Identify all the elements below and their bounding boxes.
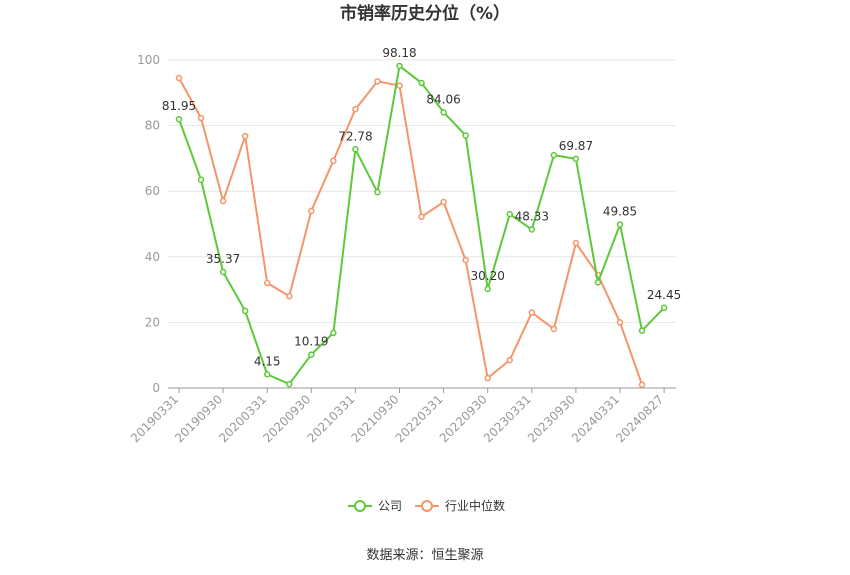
data-point[interactable] [418,213,425,221]
data-point[interactable] [616,221,624,228]
data-label: 35.37 [206,252,240,266]
data-label: 72.78 [338,129,372,143]
data-point[interactable] [506,356,513,364]
x-tick-label: 20240827 [613,392,666,445]
data-point[interactable] [528,226,536,233]
data-point[interactable] [352,146,359,153]
data-point[interactable] [440,198,447,206]
data-label: 30.20 [471,269,505,283]
data-label: 10.19 [294,335,328,349]
data-point[interactable] [286,292,293,300]
data-point[interactable] [352,105,359,113]
data-point[interactable] [506,210,513,218]
series-group [175,62,668,388]
legend-item-industry-median[interactable]: 行业中位数 [415,498,505,513]
data-label: 49.85 [603,204,637,218]
data-point[interactable] [175,115,183,123]
data-point[interactable] [286,380,293,388]
data-point[interactable] [241,307,249,315]
data-point[interactable] [374,188,381,196]
data-point[interactable] [638,327,646,334]
y-axis-ticks: 0 20 40 60 80 100 [137,53,160,395]
legend-company-marker [354,500,366,512]
data-point[interactable] [638,381,646,388]
data-point[interactable] [572,239,580,247]
legend-industry-label: 行业中位数 [445,498,505,513]
data-labels: 81.95 35.37 4.15 10.19 72.78 98.18 84.06 30.20 4… [162,46,681,368]
data-point[interactable] [219,268,227,276]
data-point[interactable] [374,78,381,85]
data-point[interactable] [594,279,602,286]
y-tick-label: 40 [145,250,160,264]
y-tick-label: 60 [145,184,160,198]
data-source: 数据来源：恒生聚源 [366,548,483,563]
data-point[interactable] [616,319,624,326]
data-point[interactable] [330,329,337,337]
series-line-0 [178,64,665,386]
data-label: 24.45 [647,288,681,302]
legend-industry-marker [421,500,433,512]
y-tick-label: 100 [137,53,160,67]
data-point[interactable] [219,197,227,205]
y-tick-label: 80 [145,119,160,133]
data-point[interactable] [308,207,315,215]
data-point[interactable] [462,256,469,264]
data-point[interactable] [396,82,403,89]
data-point[interactable] [396,62,403,70]
data-point[interactable] [484,285,491,293]
legend-company-label: 公司 [378,499,402,513]
data-point[interactable] [550,151,558,159]
series-line-1 [178,77,643,386]
data-point[interactable] [308,351,315,358]
data-point[interactable] [263,279,271,287]
data-point[interactable] [550,325,558,333]
data-point[interactable] [660,304,668,312]
chart-title: 市销率历史分位（%） [340,3,510,24]
data-point[interactable] [462,132,469,139]
data-point[interactable] [241,132,249,140]
data-point[interactable] [197,114,205,122]
data-point[interactable] [263,371,271,378]
data-label: 98.18 [382,46,416,60]
y-tick-label: 20 [145,315,160,329]
data-label: 69.87 [559,139,593,153]
data-point[interactable] [197,176,205,183]
data-point[interactable] [175,74,183,82]
data-point[interactable] [484,374,491,382]
data-label: 84.06 [426,92,460,106]
data-label: 48.33 [515,209,549,223]
x-axis-ticks: 2019033120190930202003312020093020210331… [128,388,666,445]
data-point[interactable] [418,79,425,87]
y-tick-label: 0 [152,381,160,395]
data-point[interactable] [440,109,447,116]
data-point[interactable] [330,157,337,164]
legend[interactable]: 公司 行业中位数 [348,498,505,513]
data-point[interactable] [528,309,536,316]
data-label: 4.15 [254,354,281,368]
data-point[interactable] [572,155,580,163]
data-label: 81.95 [162,99,196,113]
legend-item-company[interactable]: 公司 [348,499,402,513]
